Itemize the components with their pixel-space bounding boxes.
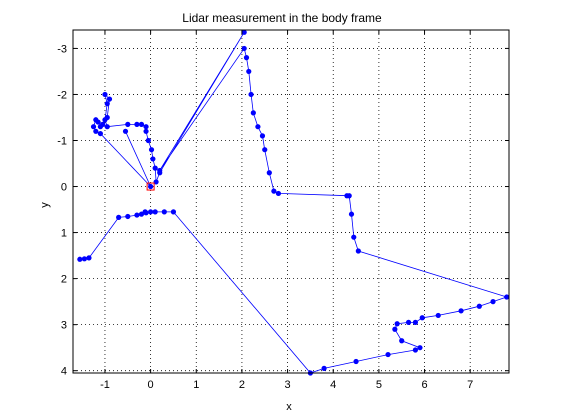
data-point — [106, 96, 113, 102]
y-tick-label: -2 — [57, 89, 67, 101]
data-point — [248, 91, 254, 98]
y-tick-label: 2 — [61, 274, 67, 286]
data-point — [412, 319, 419, 325]
data-point — [104, 114, 110, 121]
data-point — [116, 214, 122, 220]
x-tick-label: 6 — [421, 379, 427, 391]
data-point — [104, 101, 110, 107]
data-point — [86, 255, 92, 261]
data-point — [351, 234, 357, 240]
x-tick-label: 3 — [285, 379, 291, 391]
data-point — [344, 193, 350, 199]
data-point — [241, 45, 247, 52]
data-point — [134, 212, 140, 218]
data-point — [353, 358, 359, 365]
data-point — [412, 347, 419, 353]
y-tick-label: -3 — [57, 43, 67, 55]
data-point — [145, 137, 151, 144]
data-point — [152, 165, 158, 171]
data-point — [152, 209, 158, 215]
plot-area — [73, 30, 509, 373]
data-point — [138, 121, 145, 127]
data-point — [125, 213, 131, 220]
data-point — [150, 156, 156, 162]
y-tick-label: -1 — [57, 135, 67, 147]
data-point — [142, 209, 148, 215]
data-point — [355, 248, 361, 254]
data-point — [102, 91, 108, 98]
data-point — [93, 128, 99, 134]
data-point — [125, 121, 131, 127]
x-tick-label: 5 — [376, 379, 382, 391]
data-point — [81, 256, 88, 262]
data-point — [246, 68, 252, 75]
y-tick-label: 4 — [61, 366, 67, 378]
chart-title: Lidar measurement in the body frame — [182, 11, 382, 25]
y-tick-label: 1 — [61, 228, 67, 240]
data-point — [405, 319, 412, 325]
data-point — [77, 256, 83, 262]
data-point — [399, 338, 405, 344]
data-point — [148, 147, 155, 153]
data-point — [148, 183, 154, 190]
data-point — [262, 147, 268, 153]
data-point — [417, 345, 423, 351]
y-axis-label: y — [39, 202, 51, 208]
data-point — [170, 209, 177, 215]
data-point — [250, 110, 256, 116]
data-point — [157, 170, 163, 176]
grid-lines — [73, 30, 509, 373]
data-point — [348, 211, 355, 217]
data-point — [93, 117, 99, 123]
x-tick-label: 2 — [239, 379, 245, 391]
plot-frame — [72, 29, 510, 374]
data-series — [77, 29, 510, 376]
data-point — [504, 294, 510, 300]
data-point — [243, 55, 250, 61]
y-tick-label: 3 — [61, 320, 67, 332]
data-point — [275, 190, 282, 197]
data-point — [148, 209, 154, 215]
x-tick-label: 7 — [467, 379, 473, 391]
data-point — [255, 124, 261, 130]
x-tick-label: 4 — [330, 379, 336, 391]
data-point — [321, 365, 327, 371]
data-point — [104, 124, 110, 130]
data-point — [419, 315, 425, 321]
data-point — [259, 133, 266, 139]
data-point — [392, 326, 398, 332]
y-tick-label: 0 — [61, 182, 67, 194]
origin-marker — [146, 182, 155, 191]
series-line — [79, 32, 509, 374]
data-point — [143, 124, 149, 130]
data-point — [490, 299, 496, 305]
data-point — [97, 130, 103, 137]
x-axis-label: x — [286, 401, 292, 413]
data-point — [458, 308, 464, 314]
x-tick-label: 1 — [193, 379, 199, 391]
x-tick-label: -1 — [100, 379, 110, 391]
data-point — [122, 128, 129, 134]
data-point — [134, 121, 140, 127]
data-point — [435, 312, 441, 319]
data-point — [97, 124, 103, 130]
x-tick-label: 0 — [148, 379, 154, 391]
data-point — [153, 179, 159, 185]
data-point — [266, 170, 272, 176]
data-point — [394, 321, 400, 327]
data-point — [161, 209, 167, 215]
data-point — [241, 29, 247, 35]
data-point — [90, 124, 97, 130]
data-point — [385, 351, 391, 358]
data-point — [476, 303, 482, 309]
data-point — [271, 188, 277, 194]
axis-ticks: -1 0 1 2 3 4 5 6 7 -3 -2 -1 0 1 2 3 4 — [57, 30, 509, 391]
data-point — [143, 128, 149, 134]
